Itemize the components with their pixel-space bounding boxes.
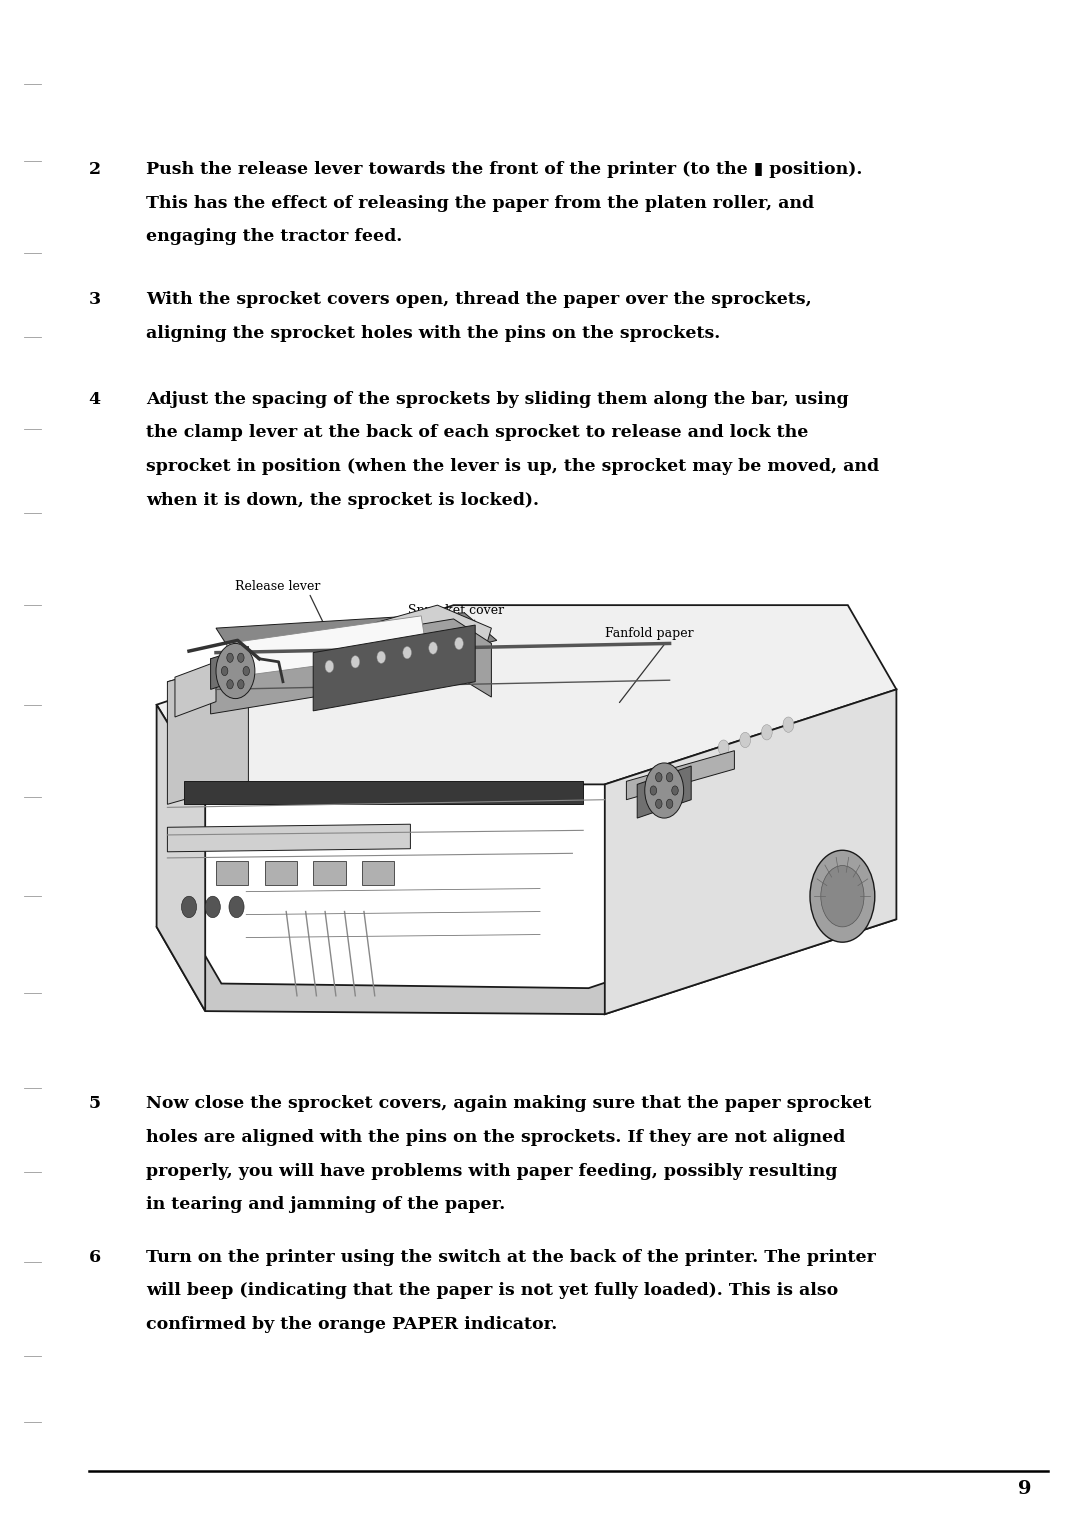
Text: Adjust the spacing of the sprockets by sliding them along the bar, using: Adjust the spacing of the sprockets by s…: [146, 391, 849, 408]
Polygon shape: [637, 766, 691, 818]
Circle shape: [238, 653, 244, 662]
Circle shape: [229, 896, 244, 918]
Polygon shape: [313, 861, 346, 885]
Polygon shape: [167, 605, 491, 700]
Polygon shape: [313, 625, 475, 711]
Polygon shape: [157, 705, 205, 1011]
Circle shape: [238, 680, 244, 689]
Circle shape: [666, 772, 673, 781]
Circle shape: [325, 660, 334, 673]
Polygon shape: [157, 896, 896, 1014]
Circle shape: [821, 866, 864, 927]
Circle shape: [243, 666, 249, 676]
Text: will beep (indicating that the paper is not yet fully loaded). This is also: will beep (indicating that the paper is …: [146, 1282, 838, 1299]
Text: 4: 4: [89, 391, 100, 408]
Polygon shape: [605, 689, 896, 1014]
Text: Now close the sprocket covers, again making sure that the paper sprocket: Now close the sprocket covers, again mak…: [146, 1095, 872, 1112]
Polygon shape: [362, 861, 394, 885]
Polygon shape: [216, 861, 248, 885]
Text: holes are aligned with the pins on the sprockets. If they are not aligned: holes are aligned with the pins on the s…: [146, 1129, 845, 1146]
Circle shape: [377, 651, 386, 663]
Circle shape: [403, 647, 411, 659]
Circle shape: [740, 732, 751, 748]
Circle shape: [666, 800, 673, 809]
Text: Push the release lever towards the front of the printer (to the ▮ position).: Push the release lever towards the front…: [146, 161, 862, 178]
Circle shape: [216, 643, 255, 699]
Text: the clamp lever at the back of each sprocket to release and lock the: the clamp lever at the back of each spro…: [146, 424, 808, 441]
Text: With the sprocket covers open, thread the paper over the sprockets,: With the sprocket covers open, thread th…: [146, 291, 811, 308]
Polygon shape: [175, 662, 216, 717]
Text: Fanfold paper: Fanfold paper: [605, 628, 693, 640]
Circle shape: [181, 896, 197, 918]
Text: 2: 2: [89, 161, 100, 178]
Circle shape: [645, 763, 684, 818]
Text: 6: 6: [89, 1249, 100, 1265]
Text: confirmed by the orange PAPER indicator.: confirmed by the orange PAPER indicator.: [146, 1316, 557, 1333]
Text: properly, you will have problems with paper feeding, possibly resulting: properly, you will have problems with pa…: [146, 1163, 837, 1180]
Circle shape: [656, 800, 662, 809]
Circle shape: [205, 896, 220, 918]
Polygon shape: [157, 605, 896, 784]
Text: 5: 5: [89, 1095, 100, 1112]
Circle shape: [672, 786, 678, 795]
Circle shape: [227, 653, 233, 662]
Text: This has the effect of releasing the paper from the platen roller, and: This has the effect of releasing the pap…: [146, 195, 814, 211]
Polygon shape: [184, 781, 583, 804]
Text: Turn on the printer using the switch at the back of the printer. The printer: Turn on the printer using the switch at …: [146, 1249, 876, 1265]
Circle shape: [783, 717, 794, 732]
Circle shape: [650, 786, 657, 795]
Polygon shape: [211, 619, 491, 714]
Polygon shape: [211, 647, 248, 689]
Text: 9: 9: [1017, 1480, 1031, 1498]
Text: sprocket in position (when the lever is up, the sprocket may be moved, and: sprocket in position (when the lever is …: [146, 458, 879, 475]
Circle shape: [351, 656, 360, 668]
Text: Release lever: Release lever: [235, 581, 321, 593]
Circle shape: [227, 680, 233, 689]
Polygon shape: [167, 824, 410, 852]
Polygon shape: [626, 751, 734, 800]
Circle shape: [656, 772, 662, 781]
Text: aligning the sprocket holes with the pins on the sprockets.: aligning the sprocket holes with the pin…: [146, 325, 720, 342]
Circle shape: [761, 725, 772, 740]
Polygon shape: [227, 616, 427, 677]
Text: in tearing and jamming of the paper.: in tearing and jamming of the paper.: [146, 1196, 505, 1213]
Text: engaging the tractor feed.: engaging the tractor feed.: [146, 228, 402, 245]
Circle shape: [810, 850, 875, 942]
Text: Sprocket cover: Sprocket cover: [408, 605, 504, 617]
Circle shape: [718, 740, 729, 755]
Text: 3: 3: [89, 291, 100, 308]
Circle shape: [221, 666, 228, 676]
Polygon shape: [265, 861, 297, 885]
Circle shape: [429, 642, 437, 654]
Polygon shape: [216, 613, 497, 662]
Text: when it is down, the sprocket is locked).: when it is down, the sprocket is locked)…: [146, 492, 539, 509]
Polygon shape: [167, 659, 248, 804]
Circle shape: [455, 637, 463, 650]
